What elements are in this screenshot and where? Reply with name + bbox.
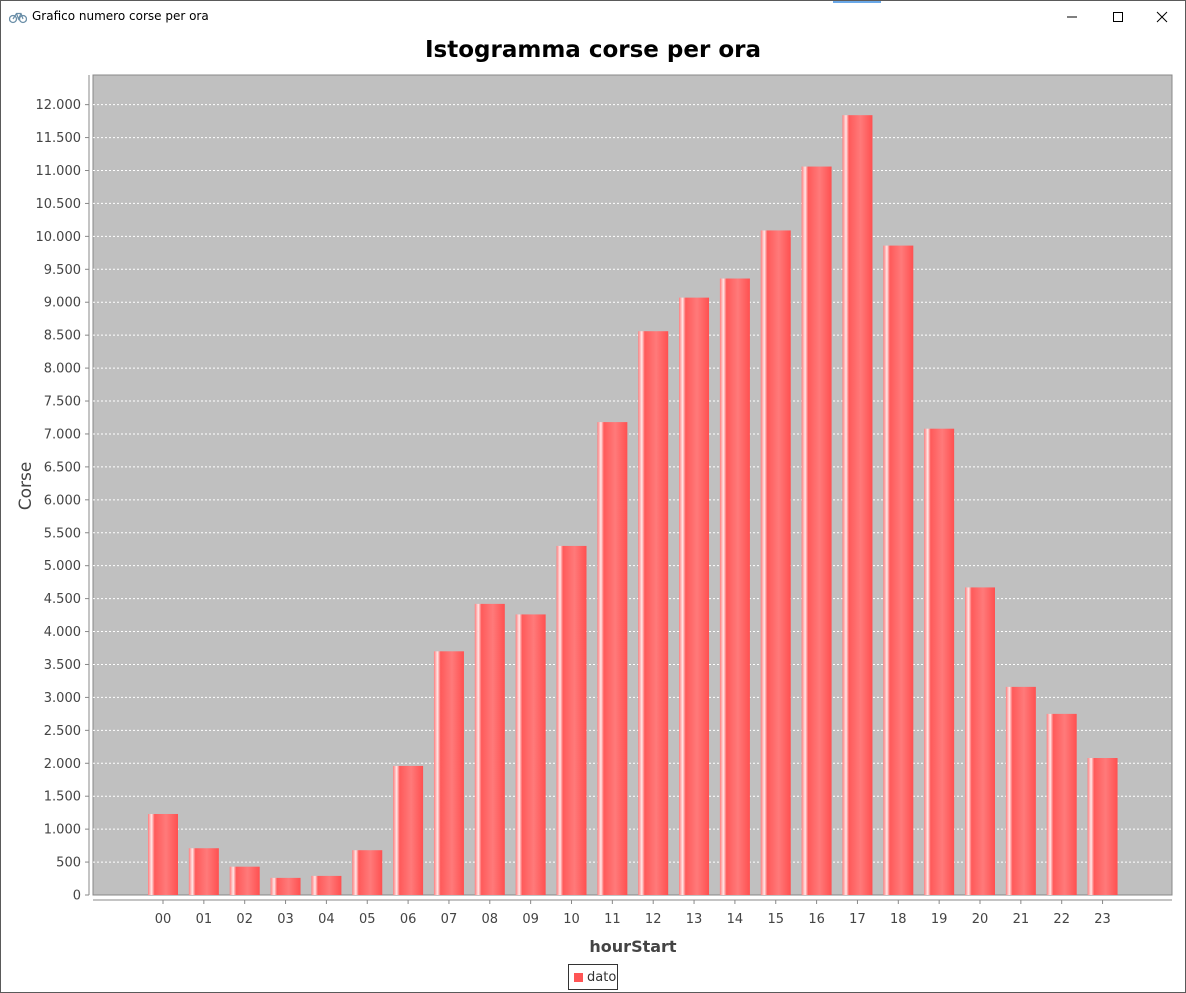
x-tick-label: 05 [359, 912, 376, 927]
x-tick-label: 18 [890, 912, 907, 927]
bar-20 [965, 587, 995, 895]
bicycle-icon [8, 9, 28, 24]
bar-06 [393, 765, 424, 895]
x-tick-label: 23 [1094, 912, 1111, 927]
legend: dato [568, 964, 618, 990]
y-tick-label: 1.000 [44, 823, 81, 838]
x-tick-label: 15 [767, 912, 784, 927]
y-tick-label: 6.500 [44, 460, 81, 475]
minimize-icon [1066, 11, 1078, 23]
x-tick-label: 02 [236, 912, 253, 927]
x-tick-label: 07 [441, 912, 458, 927]
x-axis: 00 01 02 03 04 05 06 07 08 09 10 11 12 13 14 15 16 17 18 19… [93, 899, 1172, 927]
bar-18 [883, 245, 914, 895]
bar-15 [760, 230, 791, 895]
x-tick-label: 08 [482, 912, 499, 927]
x-tick-label: 16 [808, 912, 825, 927]
close-button[interactable] [1139, 1, 1185, 32]
x-tick-label: 13 [686, 912, 703, 927]
y-tick-label: 5.500 [44, 526, 81, 541]
bar-07 [433, 651, 464, 895]
y-tick-label: 11.500 [36, 131, 82, 146]
y-tick-label: 4.500 [44, 592, 81, 607]
x-axis-label: hourStart [589, 937, 677, 956]
y-tick-label: 500 [56, 856, 81, 871]
bar-02 [229, 866, 260, 895]
bar-17 [842, 115, 873, 896]
y-tick-label: 6.000 [44, 493, 81, 508]
title-bar[interactable]: Grafico numero corse per ora [1, 1, 1185, 32]
x-tick-label: 04 [318, 912, 335, 927]
y-tick-label: 12.000 [36, 98, 82, 113]
bar-14 [719, 278, 750, 895]
y-tick-label: 5.000 [44, 559, 81, 574]
bar-09 [515, 614, 546, 895]
x-tick-label: 10 [563, 912, 580, 927]
y-tick-label: 3.000 [44, 691, 81, 706]
x-tick-label: 06 [400, 912, 417, 927]
x-tick-label: 14 [727, 912, 744, 927]
x-tick-label: 11 [604, 912, 621, 927]
bar-10 [556, 545, 587, 895]
bar-12 [638, 331, 669, 895]
bar-11 [597, 422, 628, 895]
y-tick-label: 8.500 [44, 329, 81, 344]
y-tick-label: 8.000 [44, 362, 81, 377]
y-axis-label: Corse [16, 462, 36, 511]
y-tick-label: 10.000 [36, 230, 82, 245]
window-title: Grafico numero corse per ora [32, 9, 209, 23]
maximize-icon [1112, 11, 1124, 23]
x-tick-label: 21 [1013, 912, 1030, 927]
x-tick-label: 22 [1053, 912, 1070, 927]
bar-01 [188, 848, 219, 895]
y-tick-label: 2.500 [44, 724, 81, 739]
y-tick-label: 2.000 [44, 757, 81, 772]
bar-13 [679, 297, 710, 895]
legend-label: dato [587, 970, 617, 985]
x-tick-label: 01 [196, 912, 213, 927]
close-icon [1156, 11, 1168, 23]
accent-strip [833, 1, 881, 3]
y-tick-label: 9.000 [44, 296, 81, 311]
y-tick-label: 7.000 [44, 427, 81, 442]
y-tick-label: 11.000 [36, 164, 82, 179]
bar-16 [801, 166, 832, 896]
x-tick-label: 17 [849, 912, 866, 927]
x-tick-label: 20 [972, 912, 989, 927]
x-tick-label: 12 [645, 912, 662, 927]
maximize-button[interactable] [1095, 1, 1141, 32]
x-tick-label: 03 [277, 912, 294, 927]
y-tick-label: 10.500 [36, 197, 82, 212]
bar-08 [474, 603, 505, 895]
bar-21 [1005, 686, 1036, 895]
y-tick-label: 3.500 [44, 658, 81, 673]
bars [148, 115, 1118, 896]
chart-title: Istogramma corse per ora [425, 37, 761, 63]
y-tick-label: 9.500 [44, 263, 81, 278]
bar-03 [270, 877, 301, 895]
bar-chart: Istogramma corse per ora 05001.0001.5002… [16, 37, 1173, 956]
y-tick-label: 0 [73, 889, 81, 904]
bar-22 [1046, 713, 1077, 895]
x-tick-label: 19 [931, 912, 948, 927]
bar-00 [148, 813, 178, 895]
x-tick-label: 09 [522, 912, 539, 927]
legend-swatch [574, 973, 583, 982]
bar-19 [924, 428, 955, 895]
bar-04 [311, 875, 342, 895]
x-tick-label: 00 [155, 912, 172, 927]
bar-23 [1087, 758, 1118, 895]
y-tick-label: 4.000 [44, 625, 81, 640]
bar-05 [352, 850, 383, 895]
minimize-button[interactable] [1049, 1, 1095, 32]
y-axis: 0 500 1.000 1.500 2.000 2.500 3.000 3.500 4.000 4… [36, 75, 90, 904]
y-tick-label: 7.500 [44, 395, 81, 410]
y-tick-label: 1.500 [44, 790, 81, 805]
